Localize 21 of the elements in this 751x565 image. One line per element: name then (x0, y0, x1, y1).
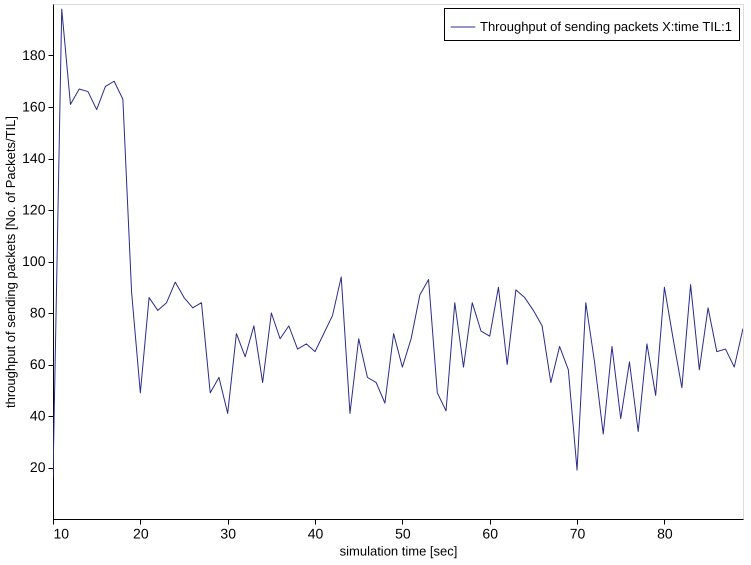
x-tick-label: 70 (570, 526, 586, 542)
line-series (53, 8, 743, 478)
y-tick-label: 80 (30, 304, 46, 320)
legend-label: Throughput of sending packets X:time TIL:1 (480, 19, 732, 34)
x-tick-label: 60 (482, 526, 498, 542)
x-tick-label: 80 (657, 526, 673, 542)
y-tick-label: 100 (22, 253, 46, 269)
x-tick-label: 40 (308, 526, 324, 542)
y-tick-label: 40 (30, 408, 46, 424)
x-tick-label: 20 (133, 526, 149, 542)
y-tick-label: 20 (30, 459, 46, 475)
y-tick-label: 160 (22, 98, 46, 114)
x-tick-label: 30 (220, 526, 236, 542)
y-tick-label: 140 (22, 150, 46, 166)
x-axis-title: simulation time [sec] (340, 544, 458, 558)
y-tick-label: 120 (22, 202, 46, 218)
x-tick-label: 50 (395, 526, 411, 542)
y-tick-label: 180 (22, 47, 46, 63)
y-axis-title: throughput of sending packets [No. of Packets/TIL] (3, 116, 18, 408)
y-tick-label: 60 (30, 356, 46, 372)
x-tick-label: 10 (54, 526, 70, 542)
